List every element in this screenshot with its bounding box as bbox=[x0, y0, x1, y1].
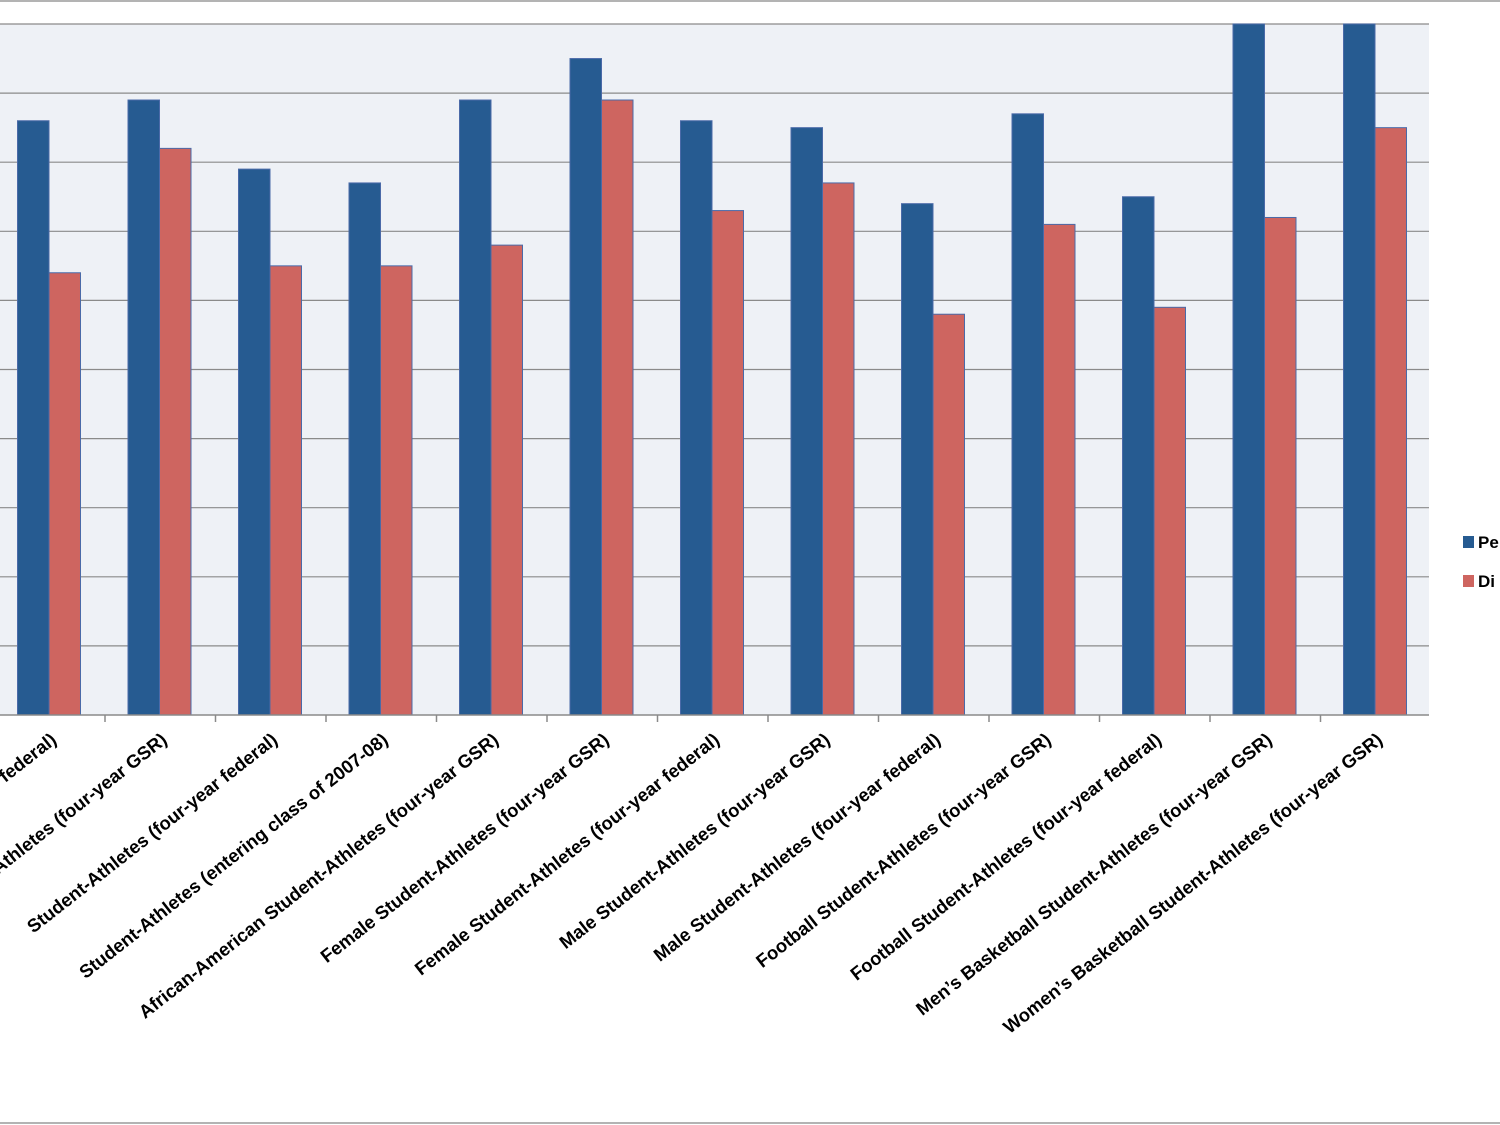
bar-series1-9 bbox=[1043, 223, 1076, 716]
bar-series1-6 bbox=[711, 210, 744, 716]
bar-series1-5 bbox=[601, 99, 634, 716]
bar-series0-7 bbox=[790, 127, 823, 716]
legend-swatch-1 bbox=[1463, 575, 1474, 587]
bar-series0-10 bbox=[1122, 196, 1155, 716]
x-axis-ticks bbox=[104, 715, 1322, 722]
bar-series1-8 bbox=[932, 313, 965, 716]
bar-series0-3 bbox=[348, 182, 381, 716]
bar-series0-8 bbox=[901, 203, 934, 716]
bars bbox=[17, 23, 1407, 716]
category-label-12: Women’s Basketball Student-Athletes (fou… bbox=[999, 729, 1386, 1038]
bar-series1-2 bbox=[269, 265, 302, 716]
bar-series0-0 bbox=[17, 120, 50, 716]
bar-series1-3 bbox=[380, 265, 413, 716]
bar-series1-1 bbox=[159, 147, 192, 716]
legend-label-0: Pe bbox=[1478, 533, 1499, 552]
category-labels: Student-Athletes (four-year federal)Stud… bbox=[0, 729, 1386, 1038]
bar-series0-4 bbox=[459, 99, 492, 716]
bar-series1-7 bbox=[822, 182, 855, 716]
bar-series1-12 bbox=[1374, 127, 1407, 716]
bar-series0-11 bbox=[1232, 23, 1265, 716]
bar-series1-10 bbox=[1153, 306, 1186, 716]
legend: Pe Di bbox=[1463, 533, 1499, 591]
bar-series0-6 bbox=[680, 120, 713, 716]
bar-series1-11 bbox=[1264, 216, 1297, 716]
bar-series0-12 bbox=[1343, 23, 1376, 716]
legend-label-1: Di bbox=[1478, 572, 1495, 591]
bar-series1-4 bbox=[490, 244, 523, 716]
bar-series0-2 bbox=[238, 168, 271, 716]
bar-series0-5 bbox=[569, 58, 602, 716]
bar-series1-0 bbox=[48, 272, 81, 716]
legend-swatch-0 bbox=[1463, 536, 1474, 548]
bar-series0-9 bbox=[1011, 113, 1044, 716]
bar-series0-1 bbox=[127, 99, 160, 716]
